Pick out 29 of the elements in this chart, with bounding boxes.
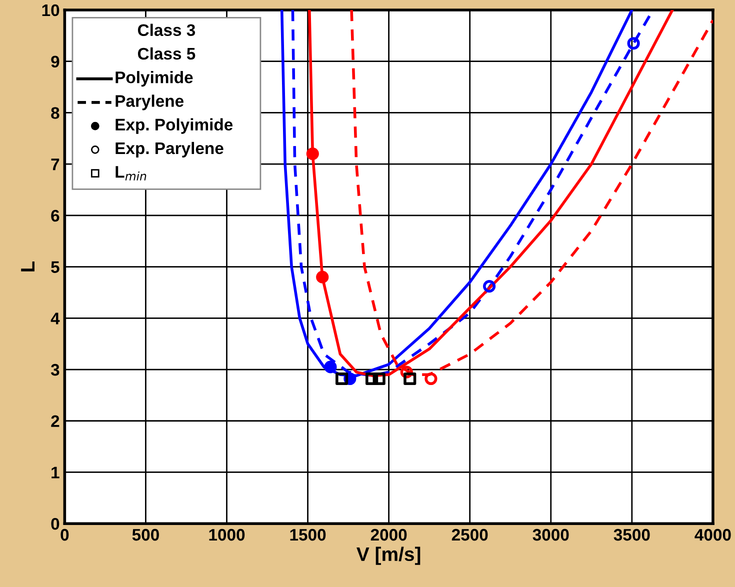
x-tick-label: 500 xyxy=(132,528,159,541)
x-tick-label: 2000 xyxy=(370,528,407,541)
y-tick-label: 8 xyxy=(51,107,60,119)
y-tick-label: 5 xyxy=(51,261,60,273)
annotation: Class 5 xyxy=(138,47,196,60)
x-axis-title: V [m/s] xyxy=(356,546,420,565)
annotation: Exp. Polyimide xyxy=(116,118,233,134)
y-tick-label: 0 xyxy=(51,518,60,530)
x-tick-label: 4000 xyxy=(694,528,731,541)
y-tick-label: 10 xyxy=(42,4,60,16)
x-tick-label: 3500 xyxy=(614,528,650,541)
x-tick-label: 2500 xyxy=(452,528,488,541)
annotation: Polyimide xyxy=(116,71,193,87)
annotation: Parylene xyxy=(116,94,184,110)
x-tick-label: 1000 xyxy=(209,528,245,541)
y-tick-label: 7 xyxy=(51,158,60,170)
x-tick-label: 1500 xyxy=(290,528,326,541)
annotation: Class 3 xyxy=(138,24,196,36)
y-tick-label: 6 xyxy=(51,210,60,222)
annotation: Exp. Parylene xyxy=(116,142,224,158)
y-tick-label: 4 xyxy=(50,312,60,324)
x-tick-label: 3000 xyxy=(532,528,569,541)
y-tick-label: 3 xyxy=(50,364,60,376)
y-tick-label: 9 xyxy=(51,56,60,68)
x-tick-label: 0 xyxy=(60,528,69,541)
y-tick-label: 2 xyxy=(51,415,60,427)
y-tick-label: 1 xyxy=(52,466,60,478)
y-axis-title: L xyxy=(21,261,34,272)
annotation: L$_{min}$ xyxy=(116,166,146,180)
